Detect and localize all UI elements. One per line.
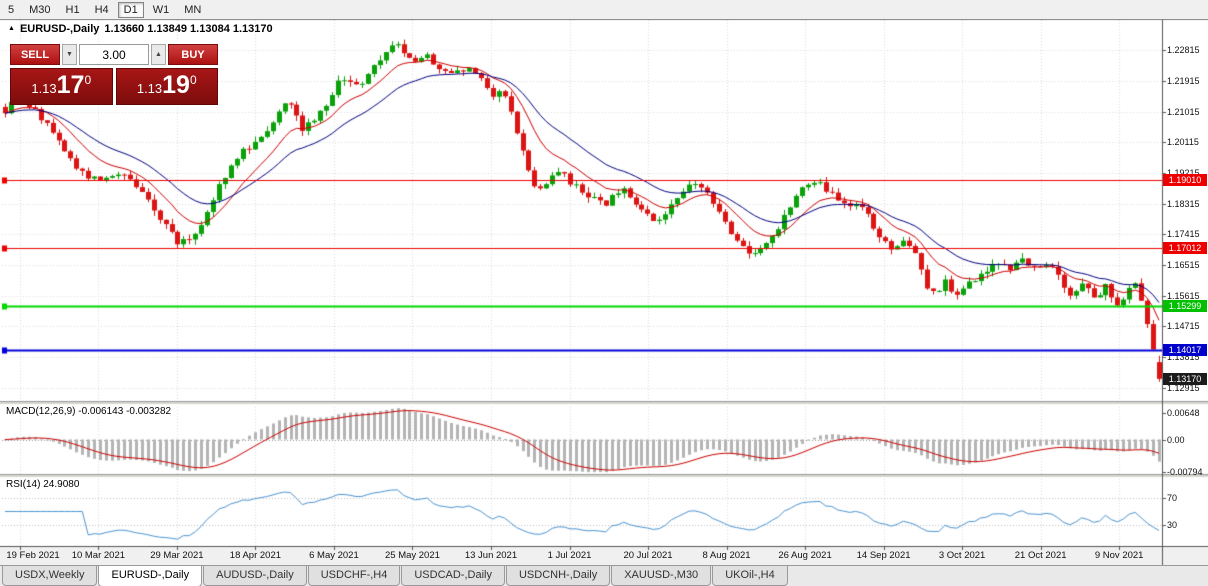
- date-axis-label: 19 Feb 2021: [6, 550, 60, 561]
- tab-eurusd-daily[interactable]: EURUSD-,Daily: [98, 566, 203, 586]
- price-axis-label: 1.13815: [1167, 351, 1200, 362]
- hline-price-tag-1-15299[interactable]: 1.15299: [1163, 300, 1207, 313]
- tab-usdx-weekly[interactable]: USDX,Weekly: [2, 566, 98, 586]
- buy-button[interactable]: BUY: [168, 44, 218, 65]
- price-axis-label: 1.18315: [1167, 198, 1200, 209]
- price-axis-label: 1.19215: [1167, 167, 1200, 178]
- hline-price-tag-1-17012[interactable]: 1.17012: [1163, 241, 1207, 254]
- tab-usdcad-daily[interactable]: USDCAD-,Daily: [401, 566, 505, 586]
- current-price-tag: 1.13170: [1163, 372, 1207, 385]
- macd-axis-label: 0.00648: [1167, 408, 1200, 419]
- sell-price-big-digits: 17: [56, 71, 85, 99]
- timeframe-button-mn[interactable]: MN: [178, 2, 207, 18]
- hline-price-tag-1-14017[interactable]: 1.14017: [1163, 343, 1207, 356]
- date-axis-label: 1 Jul 2021: [547, 550, 592, 561]
- chart-symbol-label: EURUSD-,Daily: [19, 23, 100, 35]
- price-axis-label: 1.14715: [1167, 321, 1200, 332]
- date-axis-label: 3 Oct 2021: [938, 550, 986, 561]
- price-chart-canvas[interactable]: [0, 19, 1208, 565]
- tab-usdchf-h4[interactable]: USDCHF-,H4: [307, 566, 401, 586]
- price-axis-label: 1.21915: [1167, 75, 1200, 86]
- chart-symbol-icon: ▲: [8, 25, 15, 32]
- chart-window: ▲ EURUSD-,Daily 1.13660 1.13849 1.13084 …: [0, 19, 1208, 565]
- date-axis-label: 26 Aug 2021: [778, 550, 832, 561]
- chart-title: ▲ EURUSD-,Daily 1.13660 1.13849 1.13084 …: [8, 23, 273, 35]
- timeframe-button-h4[interactable]: H4: [89, 2, 115, 18]
- date-axis: 19 Feb 2021 10 Mar 2021 29 Mar 2021 18 Apr …: [0, 546, 1208, 565]
- date-axis-label: 29 Mar 2021: [150, 550, 204, 561]
- timeframe-button-w1[interactable]: W1: [147, 2, 176, 18]
- date-axis-label: 9 Nov 2021: [1094, 550, 1144, 561]
- date-axis-label: 8 Aug 2021: [702, 550, 751, 561]
- sell-price-pipette: 0: [84, 73, 92, 87]
- price-axis-label: 1.15615: [1167, 290, 1200, 301]
- tab-usdcnh-daily[interactable]: USDCNH-,Daily: [505, 566, 611, 586]
- sell-price-box[interactable]: 1.13 17 0: [10, 68, 113, 105]
- chart-ohlc-values: 1.13660 1.13849 1.13084 1.13170: [104, 23, 273, 35]
- macd-axis-label: 0.00: [1167, 434, 1185, 445]
- timeframe-button-m30[interactable]: M30: [23, 2, 56, 18]
- buy-price-box[interactable]: 1.13 19 0: [115, 68, 218, 105]
- volume-input[interactable]: [79, 44, 149, 65]
- tab-audusd-daily[interactable]: AUDUSD-,Daily: [203, 566, 307, 586]
- one-click-trading-panel: SELL ▼ ▲ BUY 1.13 17 0 1.13 19 0: [10, 44, 218, 105]
- price-axis-label: 1.22815: [1167, 45, 1200, 56]
- rsi-axis-label: 70: [1167, 493, 1178, 504]
- volume-down-icon[interactable]: ▼: [62, 44, 77, 65]
- date-axis-label: 25 May 2021: [384, 550, 440, 561]
- timeframe-button-m5[interactable]: 5: [2, 2, 20, 18]
- price-axis-label: 1.17415: [1167, 229, 1200, 240]
- date-axis-label: 13 Jun 2021: [464, 550, 518, 561]
- hline-price-tag-1-19010[interactable]: 1.19010: [1163, 173, 1207, 186]
- volume-up-icon[interactable]: ▲: [151, 44, 166, 65]
- date-axis-label: 14 Sep 2021: [856, 550, 911, 561]
- rsi-axis-label: 30: [1167, 519, 1178, 530]
- tab-ukoil-h4[interactable]: UKOil-,H4: [712, 566, 788, 586]
- tab-xauusd-m30[interactable]: XAUUSD-,M30: [611, 566, 712, 586]
- date-axis-label: 21 Oct 2021: [1014, 550, 1067, 561]
- timeframe-button-h1[interactable]: H1: [60, 2, 86, 18]
- buy-price-big-digits: 19: [162, 71, 190, 99]
- date-axis-label: 6 May 2021: [309, 550, 359, 561]
- date-axis-label: 20 Jul 2021: [623, 550, 673, 561]
- chart-tab-bar: USDX,Weekly EURUSD-,Daily AUDUSD-,Daily …: [0, 565, 1208, 586]
- price-axis-label: 1.21015: [1167, 106, 1200, 117]
- buy-price-prefix: 1.13: [136, 81, 163, 96]
- price-axis-label: 1.16515: [1167, 259, 1200, 270]
- buy-price-pipette: 0: [189, 73, 197, 87]
- sell-button[interactable]: SELL: [10, 44, 60, 65]
- sell-price-prefix: 1.13: [31, 81, 57, 96]
- price-axis-label: 1.12915: [1167, 382, 1200, 393]
- macd-indicator-label: MACD(12,26,9) -0.006143 -0.003282: [6, 406, 172, 417]
- rsi-indicator-label: RSI(14) 24.9080: [6, 479, 80, 490]
- price-axis-label: 1.20115: [1167, 137, 1199, 148]
- timeframe-toolbar: 5 M30 H1 H4 D1 W1 MN: [0, 0, 1208, 20]
- date-axis-label: 18 Apr 2021: [229, 550, 282, 561]
- date-axis-label: 10 Mar 2021: [71, 550, 126, 561]
- timeframe-button-d1[interactable]: D1: [117, 1, 144, 18]
- macd-axis-label: -0.00794: [1167, 466, 1203, 477]
